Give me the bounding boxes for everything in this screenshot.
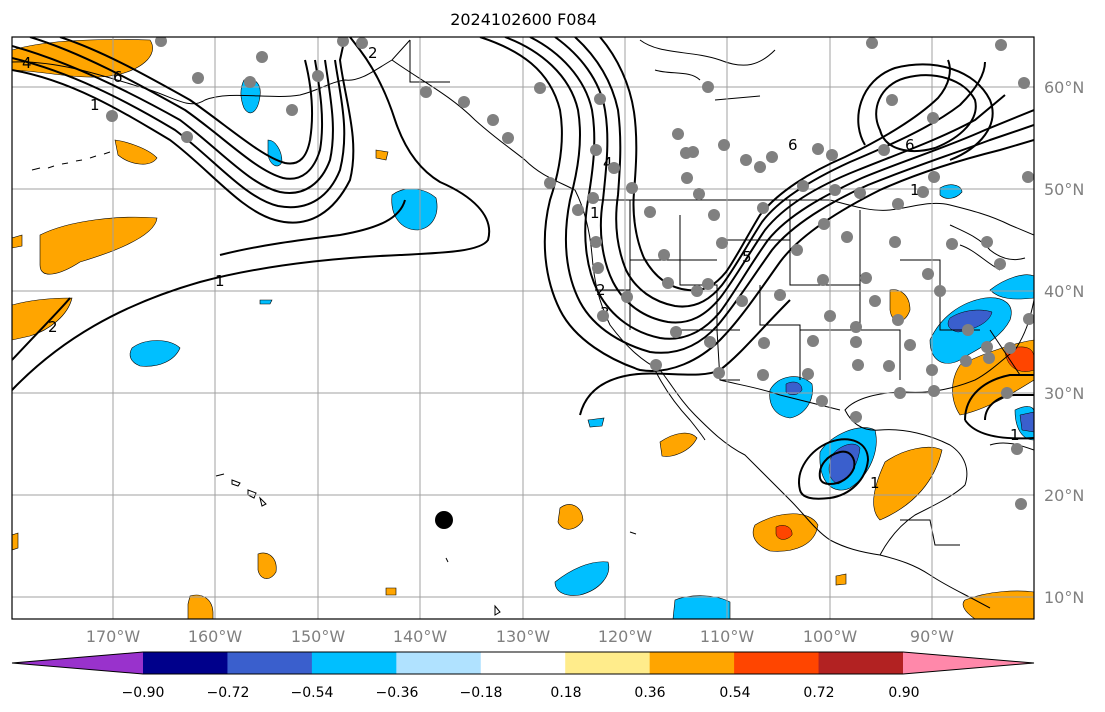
colorbar bbox=[11, 651, 1035, 675]
lat-label: 30°N bbox=[1044, 384, 1084, 403]
colorbar-swatch bbox=[649, 652, 735, 674]
lon-label: 120°W bbox=[598, 627, 653, 646]
colorbar-outline bbox=[11, 651, 1035, 675]
contour-label: 1 bbox=[215, 272, 225, 290]
lon-label: 150°W bbox=[291, 627, 346, 646]
colorbar-swatch bbox=[818, 652, 904, 674]
map-frame bbox=[11, 36, 1035, 620]
lon-label: 100°W bbox=[803, 627, 858, 646]
contour-label: 2 bbox=[368, 44, 378, 62]
colorbar-tick: −0.72 bbox=[207, 685, 250, 701]
colorbar-swatch bbox=[565, 652, 651, 674]
strong-negative-fill bbox=[785, 309, 1034, 485]
latitude-labels: 60°N 50°N 40°N 30°N 20°N 10°N bbox=[1044, 78, 1084, 607]
longitude-labels: 170°W 160°W 150°W 140°W 130°W 120°W 110°… bbox=[86, 627, 954, 646]
contour-label: 1 bbox=[590, 204, 600, 222]
colorbar-swatch bbox=[227, 652, 313, 674]
lon-label: 140°W bbox=[393, 627, 448, 646]
contour-label: 1 bbox=[1010, 426, 1020, 444]
colorbar-swatch bbox=[734, 652, 820, 674]
lat-label: 40°N bbox=[1044, 282, 1084, 301]
map-title: 2024102600 F084 bbox=[450, 10, 597, 29]
colorbar-tick: −0.90 bbox=[122, 685, 165, 701]
lon-label: 170°W bbox=[86, 627, 141, 646]
lon-label: 110°W bbox=[700, 627, 755, 646]
colorbar-tick: 0.54 bbox=[719, 685, 750, 701]
colorbar-tick: −0.36 bbox=[376, 685, 419, 701]
center-marker bbox=[435, 511, 453, 529]
station-markers bbox=[106, 37, 1034, 510]
colorbar-swatch bbox=[143, 652, 228, 674]
contour-label: 5 bbox=[742, 248, 752, 266]
lat-label: 20°N bbox=[1044, 486, 1084, 505]
colorbar-tick: 0.18 bbox=[550, 685, 581, 701]
colorbar-tick: 0.72 bbox=[803, 685, 834, 701]
lon-label: 90°W bbox=[910, 627, 954, 646]
lat-label: 10°N bbox=[1044, 588, 1084, 607]
colorbar-tick: −0.18 bbox=[460, 685, 503, 701]
lon-label: 130°W bbox=[496, 627, 551, 646]
colorbar-swatch bbox=[480, 652, 566, 674]
contour-label-group: 4 6 1 2 1 2 1 2 4 5 3 6 6 1 1 1 bbox=[22, 44, 1020, 492]
colorbar-tick: 0.36 bbox=[634, 685, 665, 701]
contour-label: 1 bbox=[90, 96, 100, 114]
colorbar-swatch bbox=[311, 652, 397, 674]
contour-label: 6 bbox=[788, 136, 798, 154]
lat-label: 50°N bbox=[1044, 180, 1084, 199]
colorbar-tick: 0.90 bbox=[888, 685, 919, 701]
contour-label: 4 bbox=[603, 154, 613, 172]
colorbar-tick: −0.54 bbox=[291, 685, 334, 701]
colorbar-extend-high bbox=[903, 652, 1034, 674]
contour-label: 6 bbox=[905, 136, 915, 154]
contour-label: 2 bbox=[596, 281, 606, 299]
contour-label: 2 bbox=[48, 318, 58, 336]
colorbar-swatch bbox=[396, 652, 482, 674]
lat-label: 60°N bbox=[1044, 78, 1084, 97]
colorbar-extend-low bbox=[12, 652, 143, 674]
contour-label: 1 bbox=[870, 474, 880, 492]
lon-label: 160°W bbox=[188, 627, 243, 646]
contour-label: 6 bbox=[113, 68, 123, 86]
contour-label: 1 bbox=[910, 181, 920, 199]
contour-label: 4 bbox=[22, 54, 32, 72]
colorbar-ticks: −0.90 −0.72 −0.54 −0.36 −0.18 0.18 0.36 … bbox=[122, 685, 920, 701]
